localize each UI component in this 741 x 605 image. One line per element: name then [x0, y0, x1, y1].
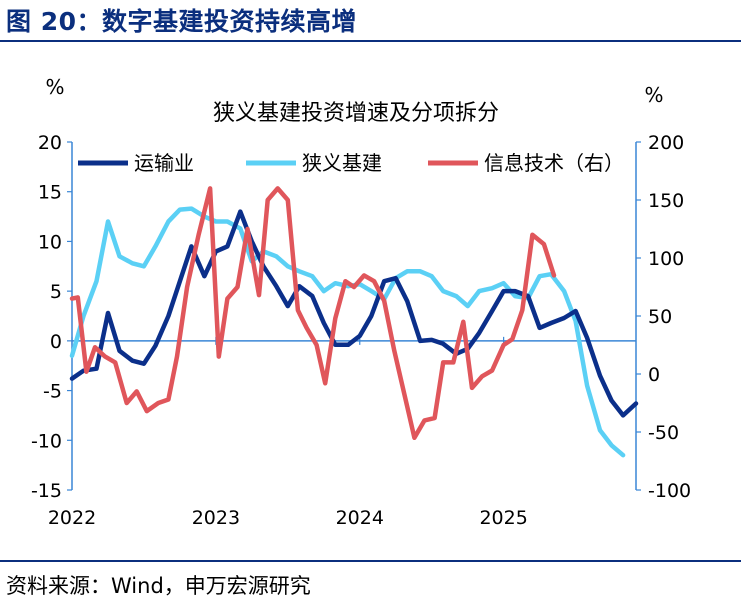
top-divider — [0, 40, 741, 42]
series-line-transport — [69, 209, 639, 418]
y-right-tick-label: 0 — [648, 364, 660, 386]
y-right-tick-label: 50 — [648, 306, 672, 328]
legend-label: 狭义基建 — [302, 151, 382, 175]
x-tick-label: 2024 — [336, 507, 384, 529]
x-tick-label: 2023 — [192, 507, 240, 529]
y-left-tick-label: 5 — [50, 281, 62, 303]
y-right-tick-label: 150 — [648, 190, 684, 212]
y-left-tick-label: -15 — [31, 480, 62, 502]
chart: 狭义基建投资增速及分项拆分 % % 20151050-5-10-15200150… — [31, 75, 691, 529]
y-left-tick-label: -5 — [43, 381, 62, 403]
series-lines — [69, 186, 639, 458]
figure-title: 图 20：数字基建投资持续高增 — [6, 7, 357, 36]
y-right-tick-label: -100 — [648, 480, 691, 502]
y-left-tick-label: 10 — [38, 231, 62, 253]
y-left-tick-label: 0 — [50, 331, 62, 353]
y-right-unit: % — [644, 83, 663, 107]
y-right-tick-label: -50 — [648, 422, 679, 444]
y-left-tick-label: -10 — [31, 430, 62, 452]
y-right-tick-label: 100 — [648, 248, 684, 270]
legend-label: 运输业 — [134, 151, 194, 175]
y-left-tick-label: 15 — [38, 182, 62, 204]
y-left-tick-label: 20 — [38, 132, 62, 154]
x-tick-label: 2022 — [48, 507, 96, 529]
source-note: 资料来源：Wind，申万宏源研究 — [6, 574, 311, 598]
bottom-divider — [0, 560, 741, 562]
series-line-it — [69, 186, 557, 441]
chart-title: 狭义基建投资增速及分项拆分 — [213, 101, 499, 126]
y-right-tick-label: 200 — [648, 132, 684, 154]
x-tick-label: 2025 — [479, 507, 527, 529]
y-left-unit: % — [45, 75, 64, 99]
legend: 运输业 狭义基建 信息技术（右） — [78, 151, 624, 175]
series-line-infra — [69, 206, 626, 458]
legend-label: 信息技术（右） — [484, 151, 624, 175]
